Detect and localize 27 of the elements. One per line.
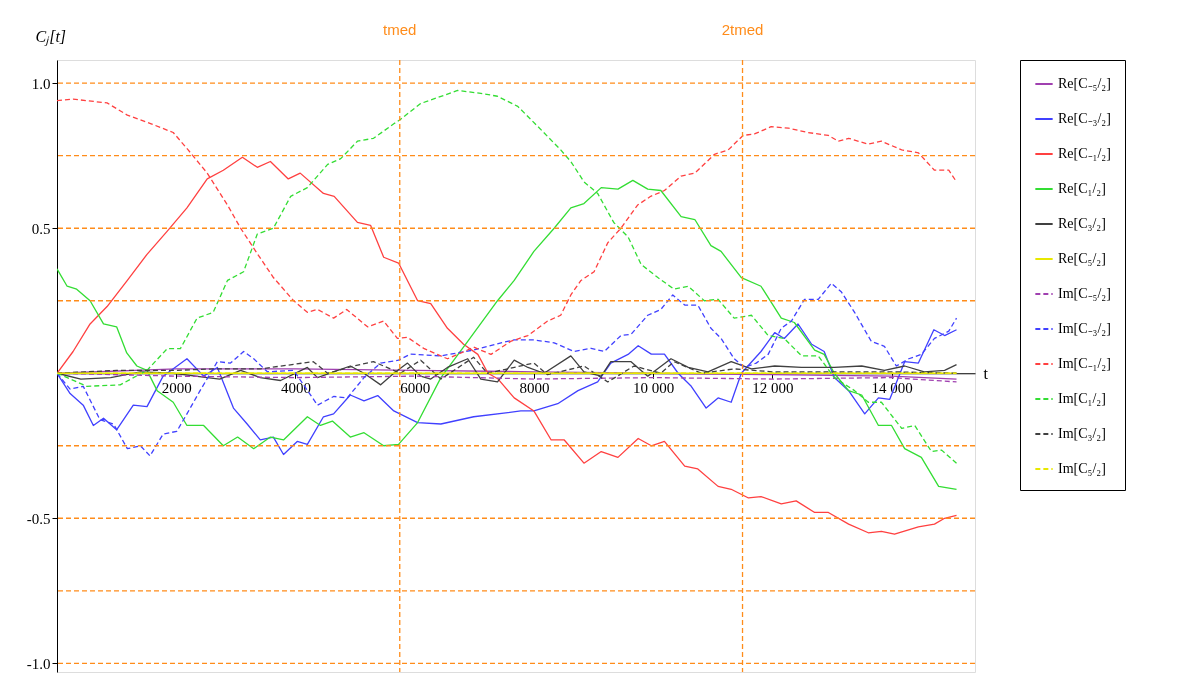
legend-label: Im[C₋₁/₂] xyxy=(1058,356,1111,371)
y-tick-label: 1.0 xyxy=(31,75,51,92)
legend-label: Im[C₁/₂] xyxy=(1058,391,1106,406)
x-tick-label: 8000 xyxy=(519,379,550,396)
x-axis-title: t xyxy=(983,364,989,382)
y-axis-title: Cⱼ[t] xyxy=(35,27,67,46)
ref-line-label: 2tmed xyxy=(721,21,764,38)
x-tick-label: 14 000 xyxy=(871,379,913,396)
legend-label: Re[C₋₅/₂] xyxy=(1058,76,1111,91)
y-tick-label: 0.5 xyxy=(31,220,51,237)
y-tick-label: -1.0 xyxy=(26,655,51,672)
legend-label: Re[C₁/₂] xyxy=(1058,181,1106,196)
legend-label: Re[C₋₃/₂] xyxy=(1058,111,1111,126)
legend-label: Im[C₋₃/₂] xyxy=(1058,321,1111,336)
legend-label: Im[C₋₅/₂] xyxy=(1058,286,1111,301)
legend-label: Re[C₃/₂] xyxy=(1058,216,1106,231)
legend-label: Im[C₅/₂] xyxy=(1058,461,1106,476)
x-tick-label: 2000 xyxy=(161,379,192,396)
legend-label: Re[C₅/₂] xyxy=(1058,251,1106,266)
legend-label: Im[C₃/₂] xyxy=(1058,426,1106,441)
x-tick-label: 12 000 xyxy=(752,379,794,396)
x-tick-label: 10 000 xyxy=(632,379,675,396)
x-tick-label: 4000 xyxy=(280,379,311,396)
y-tick-label: -0.5 xyxy=(26,510,51,527)
x-tick-label: 6000 xyxy=(400,379,431,396)
legend-label: Re[C₋₁/₂] xyxy=(1058,146,1111,161)
ref-line-label: tmed xyxy=(383,21,417,38)
